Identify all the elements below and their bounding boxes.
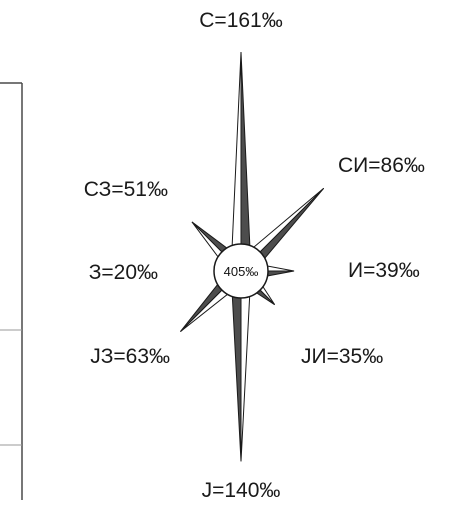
- ray-north-light-half: [230, 52, 242, 272]
- label-north: С=161‰: [199, 9, 282, 32]
- center-disc: 405‰: [213, 243, 269, 299]
- center-circle: [213, 243, 269, 299]
- ray-south-light-half: [240, 270, 252, 462]
- label-south: J=140‰: [202, 479, 281, 502]
- label-northwest: СЗ=51‰: [84, 178, 168, 201]
- ray-south-dark-half: [230, 270, 242, 462]
- label-east: И=39‰: [348, 259, 420, 282]
- ray-south: [230, 270, 252, 462]
- table-frame: [0, 82, 23, 500]
- direction-labels: С=161‰ СИ=86‰ И=39‰ JИ=35‰ J=140‰ JЗ=63‰…: [84, 9, 425, 502]
- ray-north-dark-half: [240, 52, 252, 272]
- ray-north: [230, 52, 252, 272]
- label-southeast: JИ=35‰: [301, 345, 383, 368]
- label-west: З=20‰: [89, 261, 158, 284]
- label-southwest: JЗ=63‰: [90, 345, 170, 368]
- label-northeast: СИ=86‰: [338, 154, 425, 177]
- center-total-label: 405‰: [224, 264, 259, 279]
